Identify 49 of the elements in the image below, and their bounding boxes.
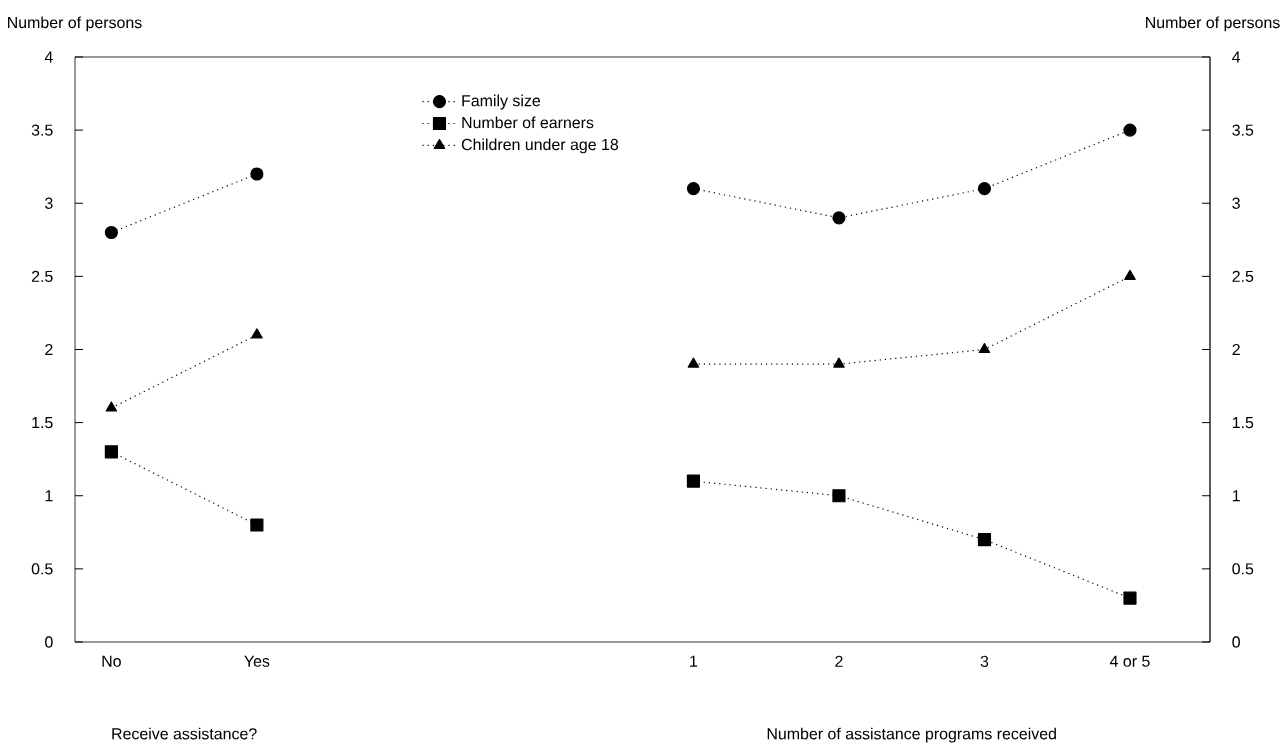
y-tick-label: 1 xyxy=(45,490,53,502)
point xyxy=(833,357,845,368)
point xyxy=(687,357,700,368)
y2-tick-label: 4 xyxy=(1232,51,1241,63)
point xyxy=(1123,591,1137,605)
x-axis-title: Receive assistance? xyxy=(112,727,257,740)
point xyxy=(250,518,264,532)
y2-tick-label: 0 xyxy=(1232,636,1240,648)
x-tick-label: 2 xyxy=(835,655,843,667)
legend-label: Children under age 18 xyxy=(461,138,619,154)
point xyxy=(977,533,992,547)
y2-tick-label: 2 xyxy=(1232,344,1240,356)
point xyxy=(250,167,264,181)
y-tick-label: 4 xyxy=(44,51,53,63)
point xyxy=(832,211,846,225)
y2-tick-label: 3 xyxy=(1232,197,1240,209)
point xyxy=(1123,123,1137,137)
point xyxy=(978,342,991,354)
x-tick-label: 1 xyxy=(690,655,698,667)
x-tick-label: No xyxy=(102,655,121,667)
point xyxy=(832,489,846,503)
point xyxy=(104,445,118,459)
x-tick-label: 3 xyxy=(980,655,989,668)
point xyxy=(104,225,118,240)
point xyxy=(251,328,263,339)
legend-label: Family size xyxy=(462,94,541,110)
y2-tick-label: 0.5 xyxy=(1232,563,1254,575)
y2-tick-label: 2.5 xyxy=(1232,270,1254,283)
y2-tick-label: 3.5 xyxy=(1232,124,1254,136)
y-tick-label: 1.5 xyxy=(32,417,53,429)
y-tick-label: 3.5 xyxy=(31,124,53,136)
y-tick-label: 3 xyxy=(45,197,53,209)
y-axis-title: Number of persons xyxy=(8,16,142,32)
point xyxy=(1124,269,1136,281)
point xyxy=(105,401,118,412)
x-tick-label: Yes xyxy=(244,655,270,667)
point xyxy=(686,182,701,196)
point xyxy=(977,182,992,196)
y-tick-label: 2 xyxy=(45,344,53,356)
legend-label: Number of earners xyxy=(462,116,594,129)
y-tick-label: 2.5 xyxy=(31,270,53,283)
y-tick-label: 0.5 xyxy=(31,563,53,575)
text: Number of assistance programs received xyxy=(767,727,1056,743)
y2-tick-label: 1 xyxy=(1232,490,1240,502)
y-tick-label: 0 xyxy=(45,636,53,648)
y2-axis-title: Number of persons xyxy=(1146,16,1280,32)
x-tick-label: 4 or 5 xyxy=(1109,655,1150,667)
y2-tick-label: 1.5 xyxy=(1232,417,1254,429)
point xyxy=(686,474,701,488)
